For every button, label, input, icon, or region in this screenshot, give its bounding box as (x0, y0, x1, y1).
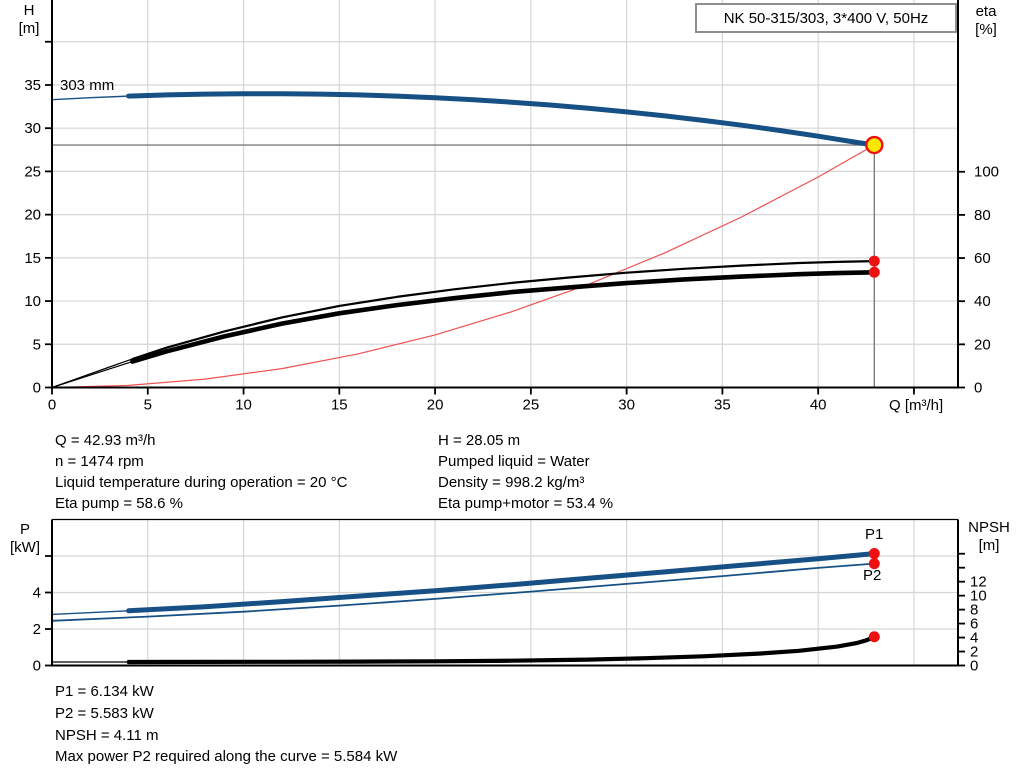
eta-pump-motor-endpoint (868, 266, 880, 278)
p1-curve-thin (51, 610, 129, 616)
info-pumped-liquid: Pumped liquid = Water (438, 453, 590, 470)
x-axis-title: Q [m³/h] (889, 397, 943, 414)
y-left-tick-label: 15 (24, 250, 41, 267)
p1-curve (126, 551, 877, 614)
y-left-tick-label: 10 (24, 293, 41, 310)
y-left-tick-label: 0 (33, 380, 41, 397)
x-axis-tick-label: 10 (235, 397, 252, 414)
y-right-tick-label: 4 (970, 630, 978, 647)
qh-curve (126, 91, 877, 148)
x-axis-tick-label: 15 (331, 397, 348, 414)
p2-curve-label: P2 (863, 567, 881, 584)
npsh-axis-header: NPSH [m] (958, 519, 1020, 555)
y-right-tick-label: 0 (974, 380, 982, 397)
p2-curve (51, 562, 875, 622)
y-right-tick-label: 60 (974, 250, 991, 267)
p-axis-header-symbol: P (19, 521, 30, 538)
p2-endpoint (868, 558, 880, 570)
y-right-tick-label: 0 (970, 658, 978, 675)
info-eta-pump: Eta pump = 58.6 % (55, 495, 183, 512)
footer-p2: P2 = 5.583 kW (55, 704, 154, 722)
y-right-tick-label: 6 (970, 616, 978, 633)
operating-point-info-right: H = 28.05 m Pumped liquid = Water Densit… (438, 430, 613, 514)
pump-model-title: NK 50-315/303, 3*400 V, 50Hz (695, 3, 957, 33)
eta-pump-curve (131, 260, 876, 361)
h-axis-header: H [m] (10, 2, 48, 38)
x-axis-tick-label: 0 (48, 397, 56, 414)
p1-endpoint (868, 548, 880, 560)
duty-point-marker (865, 135, 884, 155)
h-axis-header-unit: [m] (18, 20, 40, 37)
x-axis-tick-label: 5 (144, 397, 152, 414)
info-density: Density = 998.2 kg/m³ (438, 474, 585, 491)
footer-p1: P1 = 6.134 kW (55, 683, 154, 700)
qh-curve-thin (51, 95, 129, 101)
y-left-tick-label: 5 (33, 336, 41, 353)
npsh-curve (126, 634, 877, 665)
p1-curve-label: P1 (865, 526, 883, 543)
npsh-axis-header-unit: [m] (978, 537, 1000, 554)
p-axis-header-unit: [kW] (10, 539, 40, 556)
y-right-tick-label: 100 (974, 164, 999, 181)
y-left-tick-label: 2 (33, 621, 41, 638)
y-left-tick-label: 35 (24, 77, 41, 94)
y-right-tick-label: 40 (974, 293, 991, 310)
impeller-diameter-label: 303 mm (60, 77, 114, 94)
info-q: Q = 42.93 m³/h (55, 432, 156, 449)
power-npsh-info: P1 = 6.134 kW P2 = 5.583 kW NPSH = 4.11 … (55, 681, 397, 768)
operating-point-info-left: Q = 42.93 m³/h n = 1474 rpm Liquid tempe… (55, 430, 347, 514)
eta-pump-endpoint (868, 255, 880, 267)
eta-pump-curve-thin (51, 358, 133, 389)
y-left-tick-label: 30 (24, 120, 41, 137)
y-right-tick-label: 20 (974, 336, 991, 353)
info-h: H = 28.05 m (438, 432, 521, 449)
x-axis-tick-label: 30 (618, 397, 635, 414)
info-speed: n = 1474 rpm (55, 453, 144, 470)
eta-axis-header: eta [%] (964, 3, 1008, 39)
y-right-tick-label: 10 (970, 588, 987, 605)
eta-axis-header-symbol: eta (975, 3, 997, 20)
footer-npsh: NPSH = 4.11 m (55, 726, 159, 744)
y-left-tick-label: 25 (24, 163, 41, 180)
npsh-axis-header-symbol: NPSH (968, 519, 1010, 536)
y-left-tick-label: 4 (33, 585, 41, 602)
y-right-tick-label: 12 (970, 574, 987, 591)
y-right-tick-label: 2 (970, 644, 978, 661)
h-axis-header-symbol: H (23, 2, 35, 19)
x-axis-tick-label: 35 (714, 397, 731, 414)
x-axis-tick-label: 20 (427, 397, 444, 414)
eta-pump-motor-curve (130, 269, 877, 364)
info-eta-pump-motor: Eta pump+motor = 53.4 % (438, 495, 614, 512)
info-liquid-temperature: Liquid temperature during operation = 20… (55, 474, 348, 491)
footer-max-power: Max power P2 required along the curve = … (55, 748, 398, 766)
y-left-tick-label: 0 (33, 658, 41, 675)
x-axis-tick-label: 25 (523, 397, 540, 414)
eta-axis-header-unit: [%] (975, 21, 997, 38)
y-left-tick-label: 20 (24, 207, 41, 224)
npsh-endpoint (868, 631, 880, 643)
system-curve (51, 144, 875, 389)
y-right-tick-label: 80 (974, 207, 991, 224)
x-axis-tick-label: 40 (810, 397, 827, 414)
p-axis-header: P [kW] (4, 521, 46, 557)
y-right-tick-label: 8 (970, 602, 978, 619)
